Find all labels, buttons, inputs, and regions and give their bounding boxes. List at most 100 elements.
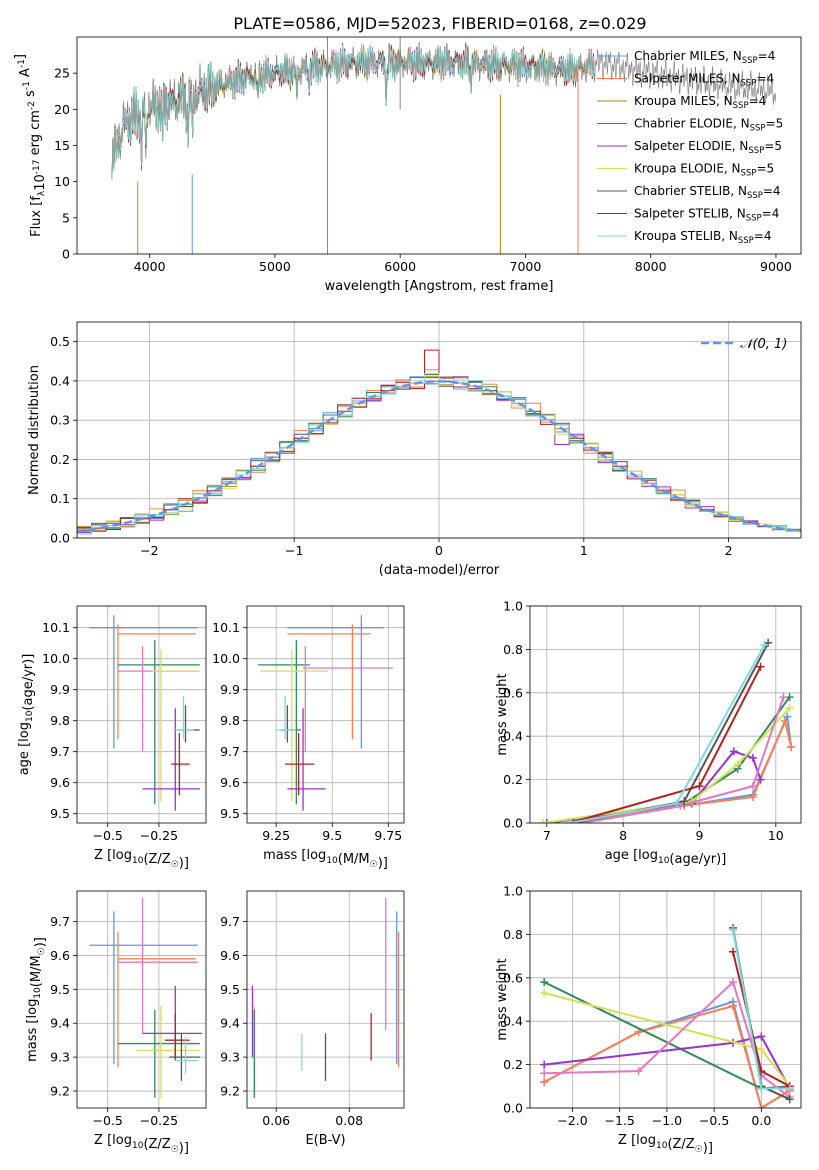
weight-marker <box>729 978 738 987</box>
x-tick-label: 0.0 <box>751 1113 771 1128</box>
axes-frame <box>529 605 802 824</box>
label-part: mass weight <box>495 958 510 1040</box>
label-part: =4 <box>749 94 767 108</box>
x-tick-label: 0.06 <box>262 1113 290 1128</box>
weight-line <box>580 715 793 823</box>
legend-label: Kroupa ELODIE, NSSP=5 <box>634 162 774 179</box>
y-tick-label: 20 <box>54 102 70 117</box>
y-axis-label: Flux [fλ10-17 erg cm-2 s-1 A-1] <box>13 54 48 237</box>
chart-layer: 4000 5000 6000 7000 8000 90000510152025wavele… <box>13 36 802 1156</box>
y-tick-label: 0.8 <box>503 927 523 942</box>
label-part: (Z/Z <box>667 1137 694 1152</box>
axes-frame <box>529 890 802 1109</box>
weight-marker <box>756 775 765 784</box>
label-part: SSP <box>746 214 762 224</box>
label-part: =4 <box>762 207 780 221</box>
weight-marker <box>540 988 549 997</box>
y-tick-label: 15 <box>54 138 70 153</box>
x-tick-label: 9.5 <box>322 828 342 843</box>
axes-frame <box>246 890 405 1109</box>
x-axis-label: Z [log10(Z/Z☉)] <box>618 1133 713 1156</box>
y-tick-label: 0.5 <box>50 334 70 349</box>
label-part: (age/yr)] <box>669 852 726 867</box>
y-tick-label: 9.4 <box>50 1016 70 1031</box>
label-part: )] <box>179 1141 189 1156</box>
legend-label: Salpeter MILES, NSSP=4 <box>634 72 774 89</box>
y-tick-label: 9.2 <box>50 1084 70 1099</box>
label-part: mass weight <box>495 673 510 755</box>
axes-mass-vs-Z: −0.5 −0.259.29.39.49.59.69.7Z [log10(Z/Z☉… <box>25 890 207 1156</box>
x-tick-label: −0.5 <box>699 1113 729 1128</box>
y-tick-label: 0.0 <box>503 816 523 831</box>
label-part: =4 <box>758 49 776 63</box>
y-tick-label: 0.4 <box>50 373 70 388</box>
label-part: SSP <box>750 124 766 134</box>
label-part: -2 <box>27 101 37 110</box>
axes-frame <box>76 890 207 1109</box>
plot-area <box>251 897 400 1098</box>
label-part: wavelength [Angstrom, rest frame] <box>325 279 554 294</box>
weight-marker <box>757 1104 766 1108</box>
label-part: )] <box>33 937 48 947</box>
weight-marker <box>779 693 788 702</box>
label-part: =4 <box>763 184 781 198</box>
y-tick-label: 9.7 <box>220 914 240 929</box>
axes-frame <box>246 605 405 824</box>
plot-area <box>77 349 801 538</box>
y-tick-label: 0.2 <box>50 452 70 467</box>
label-part: log <box>636 1133 656 1148</box>
y-tick-label: 9.3 <box>50 1050 70 1065</box>
label-part: Chabrier MILES, N <box>634 49 742 63</box>
x-tick-label: −0.5 <box>93 1113 123 1128</box>
legend-label: Salpeter STELIB, NSSP=4 <box>634 207 779 224</box>
label-part: Chabrier STELIB, N <box>634 184 747 198</box>
axes-mass-vs-ebv: 0.06 0.08 9.2 9.3 9.4 9.5 9.6 9.7 E(B-V) <box>220 890 405 1148</box>
label-part: 10 <box>132 1141 144 1151</box>
plot-area <box>540 923 794 1108</box>
x-tick-label: 10 <box>768 828 784 843</box>
x-tick-label: −0.25 <box>140 828 178 843</box>
y-tick-label: 10.1 <box>212 620 240 635</box>
histogram-legend: 𝒩(0, 1) <box>701 337 787 352</box>
y-tick-label: 9.7 <box>220 744 240 759</box>
weight-marker <box>785 1084 794 1093</box>
label-part: SSP <box>733 101 749 111</box>
y-tick-label: 10.0 <box>42 651 70 666</box>
x-tick-label: −1.0 <box>652 1113 682 1128</box>
y-tick-label: 0.0 <box>50 531 70 546</box>
weight-marker <box>783 712 792 721</box>
axes-age-vs-mass: 9.25 9.5 9.75 9.5 9.6 9.7 9.8 9.9 10.0 10.1 mass [… <box>212 605 405 871</box>
y-axis-label: Normed distribution <box>27 365 42 495</box>
y-tick-label: 0.6 <box>503 685 523 700</box>
weight-marker <box>538 819 547 823</box>
weight-marker <box>569 819 578 823</box>
x-tick-label: 9000 <box>760 259 792 274</box>
label-part: -1 <box>22 81 32 90</box>
legend-label: 𝒩(0, 1) <box>740 337 787 352</box>
weight-marker <box>757 1032 766 1041</box>
label-part: (M/M <box>29 955 44 987</box>
legend-label: Chabrier ELODIE, NSSP=5 <box>634 117 783 134</box>
label-part: E(B-V) <box>305 1133 345 1148</box>
x-axis-label: mass [log10(M/M☉)] <box>263 848 388 871</box>
plot-area <box>258 615 393 811</box>
label-part: -17 <box>32 160 42 175</box>
y-tick-label: 0.8 <box>503 642 523 657</box>
label-part: Salpeter STELIB, N <box>634 207 746 221</box>
weight-marker <box>540 1060 549 1069</box>
y-tick-label: 9.4 <box>220 1016 240 1031</box>
weight-marker <box>729 947 738 956</box>
y-tick-label: 9.9 <box>220 682 240 697</box>
weight-marker <box>729 747 738 756</box>
label-part: Normed distribution <box>27 365 42 495</box>
legend-label: Chabrier MILES, NSSP=4 <box>634 49 775 66</box>
x-tick-label: −0.5 <box>93 828 123 843</box>
weight-marker <box>748 792 757 801</box>
legend-label: Chabrier STELIB, NSSP=4 <box>634 184 781 201</box>
weight-marker <box>748 782 757 791</box>
y-tick-label: 9.5 <box>50 806 70 821</box>
label-part: ☉ <box>695 1145 703 1155</box>
label-part: SSP <box>738 236 754 246</box>
